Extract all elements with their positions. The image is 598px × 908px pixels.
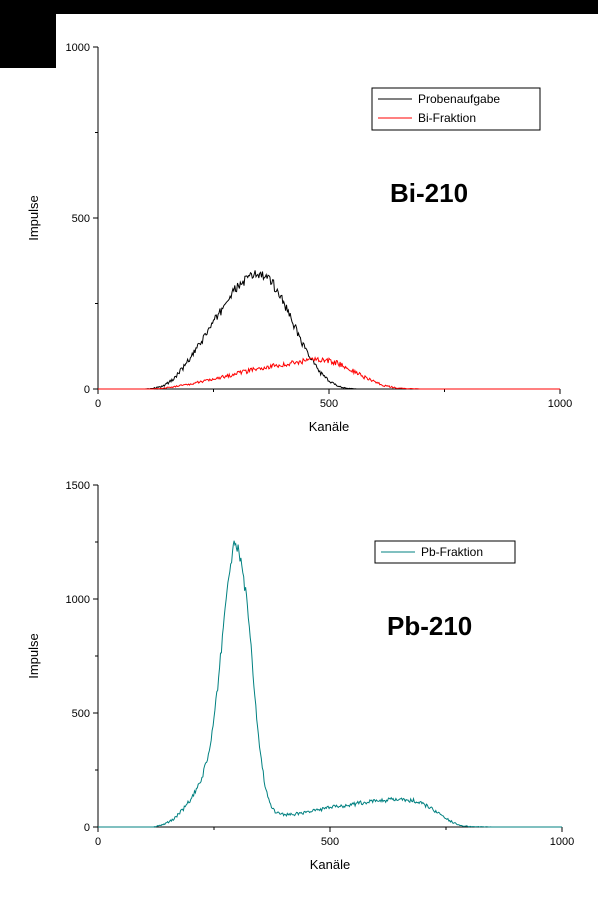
legend-box [374,540,516,564]
top-black-bar [0,0,598,14]
legend-entry-label: Bi-Fraktion [418,111,476,125]
legend-entry-label: Probenaufgabe [418,92,500,106]
y-tick-label: 500 [72,708,90,720]
isotope-annotation: Bi-210 [390,178,468,208]
y-axis-label: Impulse [26,633,41,679]
x-axis-label: Kanäle [309,419,349,434]
series-line-pb-fraktion [98,540,562,828]
y-tick-label: 1500 [66,480,90,492]
y-axis-label: Impulse [26,195,41,241]
x-tick-label: 500 [320,398,338,410]
y-tick-label: 1000 [66,594,90,606]
y-tick-label: 500 [72,213,90,225]
y-tick-label: 0 [84,384,90,396]
y-tick-label: 0 [84,822,90,834]
legend-entry-label: Pb-Fraktion [421,545,483,559]
isotope-annotation: Pb-210 [387,611,472,641]
x-tick-label: 1000 [548,398,572,410]
y-tick-label: 1000 [66,42,90,54]
corner-black-block [0,0,56,68]
x-tick-label: 0 [95,836,101,848]
x-tick-label: 500 [321,836,339,848]
series-line-probenaufgabe [98,270,560,390]
x-tick-label: 0 [95,398,101,410]
x-tick-label: 1000 [550,836,574,848]
x-axis-label: Kanäle [310,857,350,872]
series-line-bi-fraktion [98,356,560,390]
legend-box [371,87,541,131]
